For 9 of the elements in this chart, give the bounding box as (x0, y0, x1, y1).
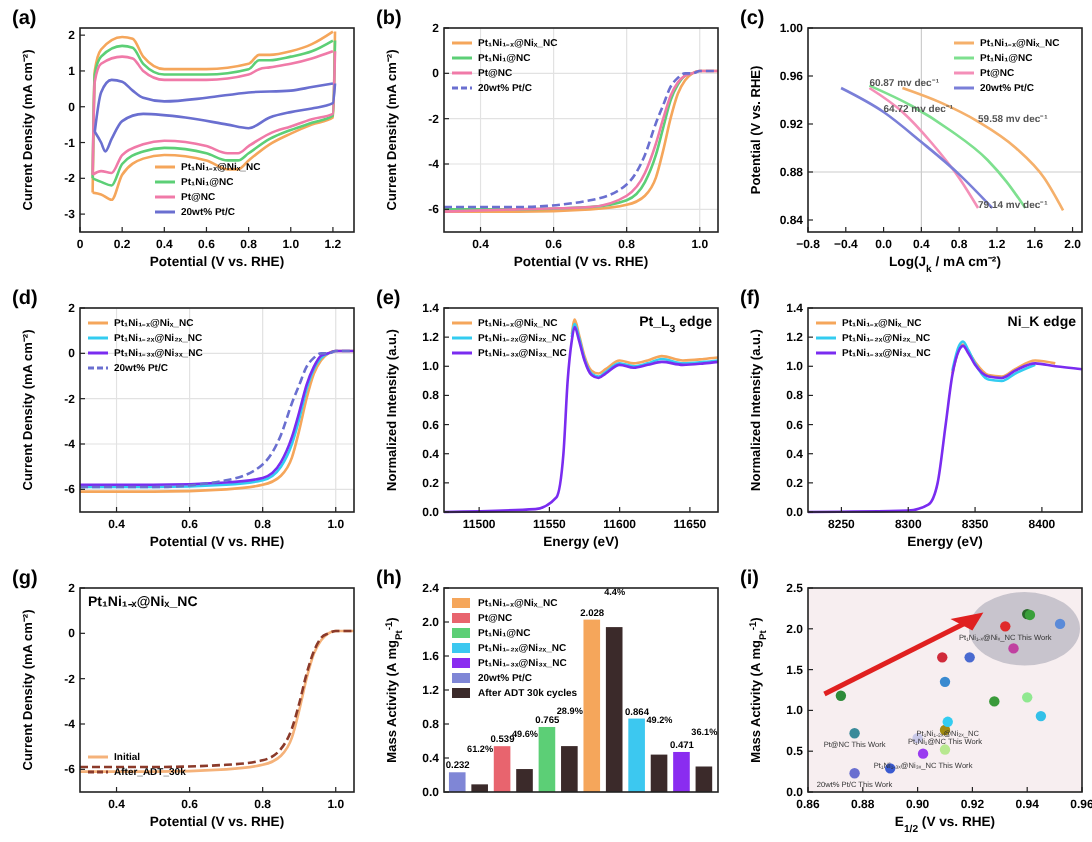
chart-title: (a) (12, 8, 37, 30)
chart-title: (b) (376, 8, 402, 30)
chart-title: (i) (740, 568, 759, 590)
chart-title: (f) (740, 288, 760, 310)
chart-title: (g) (12, 568, 38, 590)
chart-title: (c) (740, 8, 765, 30)
chart-title: (h) (376, 568, 402, 590)
chart-title: (d) (12, 288, 38, 310)
chart-title: (e) (376, 288, 401, 310)
